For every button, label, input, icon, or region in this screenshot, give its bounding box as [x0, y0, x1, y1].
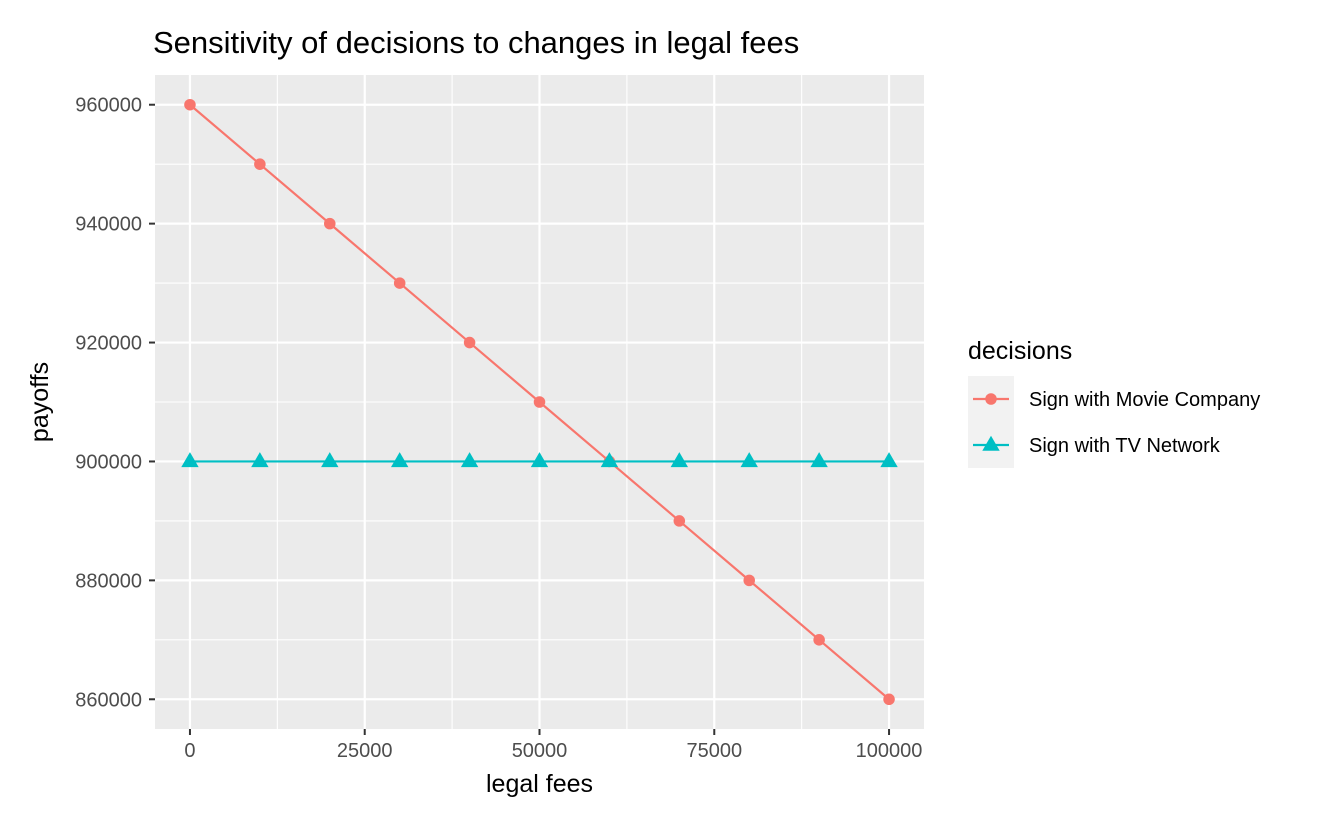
major-gridlines [155, 75, 924, 729]
y-tick-label: 880000 [75, 570, 142, 592]
data-point [600, 452, 619, 468]
data-point [251, 452, 269, 468]
y-tick-label: 940000 [75, 214, 142, 236]
data-point [740, 452, 758, 468]
y-axis-title: payoffs [26, 362, 54, 442]
data-point [321, 452, 339, 468]
data-point [743, 574, 755, 587]
chart-title: Sensitivity of decisions to changes in l… [153, 25, 799, 60]
legend-title: decisions [968, 337, 1072, 365]
y-tick-label: 920000 [75, 333, 142, 355]
legend-item: Sign with Movie Company [968, 376, 1260, 422]
data-point [533, 396, 546, 408]
legend: decisions Sign with Movie Company Sign wi… [968, 337, 1260, 468]
data-point [184, 98, 196, 111]
x-tick-label: 100000 [856, 740, 923, 762]
legend-label: Sign with TV Network [1029, 435, 1221, 457]
y-tick-label: 860000 [75, 689, 142, 711]
legend-key-marker [985, 393, 997, 405]
x-tick-label: 50000 [512, 740, 568, 762]
x-axis-title: legal fees [486, 770, 593, 798]
data-point [530, 452, 549, 468]
data-point [463, 336, 476, 349]
y-axis-ticks: 860000 880000 900000 920000 940000 960000 [75, 95, 155, 711]
data-point [880, 452, 898, 468]
x-tick-label: 25000 [337, 740, 393, 762]
legend-key-marker [982, 435, 1000, 451]
data-point [673, 515, 686, 527]
data-point [181, 452, 199, 468]
series-layer [181, 98, 898, 706]
data-point [460, 452, 479, 468]
data-point [670, 452, 689, 468]
data-point [324, 217, 336, 230]
data-point [883, 693, 895, 706]
y-tick-label: 960000 [75, 95, 142, 117]
x-tick-label: 0 [184, 740, 195, 762]
x-axis-ticks: 0 25000 50000 75000 100000 [184, 729, 922, 762]
data-point [810, 452, 828, 468]
legend-item: Sign with TV Network [968, 422, 1221, 468]
y-tick-label: 900000 [75, 451, 142, 473]
x-tick-label: 75000 [686, 740, 742, 762]
series-2 [181, 452, 898, 468]
legend-label: Sign with Movie Company [1029, 389, 1260, 411]
data-point [393, 277, 406, 289]
series-1 [184, 98, 895, 706]
data-point [390, 452, 409, 468]
data-point [813, 634, 825, 646]
data-point [254, 158, 266, 170]
